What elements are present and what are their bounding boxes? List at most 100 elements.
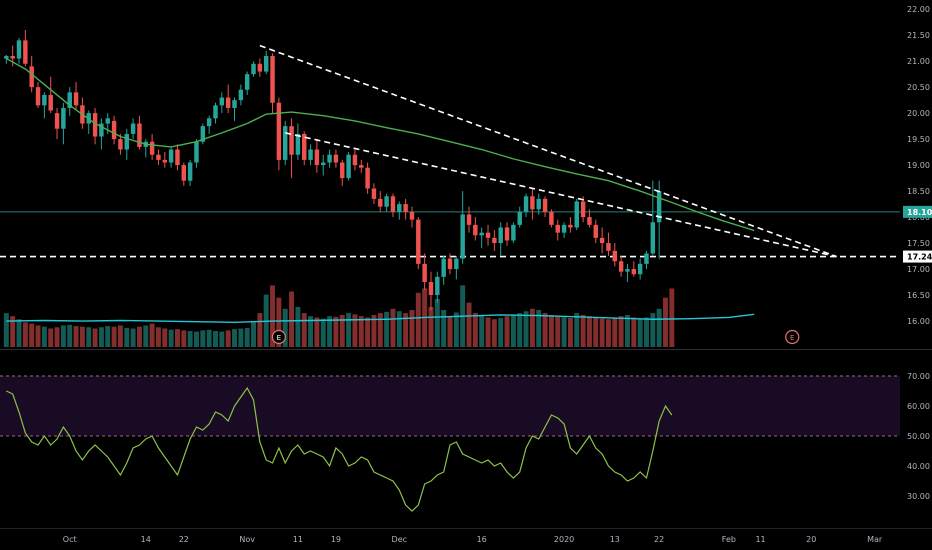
candle[interactable] bbox=[346, 152, 351, 181]
candle[interactable] bbox=[257, 58, 263, 77]
candle[interactable] bbox=[650, 180, 656, 257]
candle[interactable] bbox=[270, 53, 275, 114]
earnings-event-marker[interactable]: E bbox=[785, 329, 800, 345]
candle[interactable] bbox=[302, 131, 307, 166]
candle[interactable] bbox=[542, 196, 548, 218]
trendline[interactable] bbox=[259, 44, 837, 258]
candle[interactable] bbox=[422, 253, 427, 290]
candle[interactable] bbox=[618, 256, 624, 277]
candle[interactable] bbox=[365, 162, 370, 194]
price-pane[interactable] bbox=[0, 29, 900, 311]
candle[interactable] bbox=[238, 84, 244, 106]
candle[interactable] bbox=[340, 159, 345, 186]
candle[interactable] bbox=[644, 250, 649, 270]
candle[interactable] bbox=[308, 144, 313, 166]
candle[interactable] bbox=[327, 149, 332, 168]
candle[interactable] bbox=[523, 193, 529, 218]
candle[interactable] bbox=[282, 120, 288, 166]
candle[interactable] bbox=[118, 133, 123, 155]
candle[interactable] bbox=[416, 217, 421, 270]
candle[interactable] bbox=[460, 191, 465, 264]
candle[interactable] bbox=[219, 92, 225, 114]
candle[interactable] bbox=[251, 61, 256, 77]
candle[interactable] bbox=[549, 209, 554, 228]
candle[interactable] bbox=[656, 180, 662, 259]
candle[interactable] bbox=[555, 219, 560, 241]
candle[interactable] bbox=[314, 139, 320, 173]
candle[interactable] bbox=[99, 118, 104, 150]
candle[interactable] bbox=[61, 102, 66, 145]
candle[interactable] bbox=[428, 271, 434, 311]
candle[interactable] bbox=[295, 123, 301, 160]
candle[interactable] bbox=[517, 206, 522, 228]
candle[interactable] bbox=[625, 263, 630, 283]
candle[interactable] bbox=[35, 81, 41, 108]
candle[interactable] bbox=[175, 144, 180, 171]
candle[interactable] bbox=[67, 87, 72, 116]
candle[interactable] bbox=[48, 76, 53, 114]
candle[interactable] bbox=[225, 84, 231, 114]
candle[interactable] bbox=[244, 71, 250, 95]
candle[interactable] bbox=[492, 230, 497, 251]
candle[interactable] bbox=[479, 227, 484, 249]
candle[interactable] bbox=[580, 196, 586, 223]
candle[interactable] bbox=[498, 222, 503, 257]
candle[interactable] bbox=[181, 162, 187, 186]
candle[interactable] bbox=[454, 256, 459, 280]
candle[interactable] bbox=[587, 209, 592, 228]
candle[interactable] bbox=[194, 139, 199, 168]
candle[interactable] bbox=[137, 115, 142, 150]
candle[interactable] bbox=[606, 232, 611, 257]
candle[interactable] bbox=[187, 159, 193, 186]
candle[interactable] bbox=[16, 37, 22, 64]
candle[interactable] bbox=[599, 227, 605, 254]
candle[interactable] bbox=[168, 146, 174, 168]
rsi-axis[interactable]: 70.00 60.00 50.00 40.00 30.00 bbox=[907, 372, 930, 501]
candle[interactable] bbox=[485, 224, 491, 246]
candle[interactable] bbox=[397, 201, 402, 220]
candle[interactable] bbox=[42, 92, 47, 119]
candle[interactable] bbox=[124, 128, 129, 160]
candle[interactable] bbox=[441, 256, 446, 285]
candle[interactable] bbox=[568, 217, 573, 233]
candle[interactable] bbox=[206, 115, 212, 134]
candle[interactable] bbox=[378, 191, 383, 212]
candle[interactable] bbox=[384, 193, 389, 212]
candle[interactable] bbox=[561, 222, 567, 238]
candle[interactable] bbox=[359, 159, 364, 173]
candle[interactable] bbox=[111, 115, 117, 145]
candle[interactable] bbox=[200, 123, 206, 145]
time-axis[interactable]: Oct 14 22 Nov 11 19 Dec 16 2020 13 22 Feb 11 20 Mar bbox=[0, 528, 932, 545]
candle[interactable] bbox=[352, 149, 358, 171]
candle[interactable] bbox=[574, 198, 579, 231]
candle[interactable] bbox=[409, 206, 415, 228]
candle[interactable] bbox=[289, 118, 294, 179]
candle[interactable] bbox=[156, 149, 161, 166]
candle[interactable] bbox=[593, 219, 598, 244]
candle[interactable] bbox=[403, 198, 408, 220]
candle[interactable] bbox=[466, 206, 472, 233]
candle[interactable] bbox=[333, 149, 339, 168]
candle[interactable] bbox=[511, 222, 516, 244]
candle[interactable] bbox=[73, 81, 79, 111]
candle[interactable] bbox=[631, 261, 637, 277]
candle[interactable] bbox=[276, 97, 282, 171]
candle[interactable] bbox=[149, 133, 155, 160]
candle[interactable] bbox=[23, 29, 28, 67]
candle[interactable] bbox=[530, 188, 535, 220]
trendline[interactable] bbox=[285, 132, 837, 258]
candle[interactable] bbox=[130, 118, 136, 140]
candle[interactable] bbox=[92, 107, 98, 145]
candle[interactable] bbox=[612, 243, 618, 267]
candle[interactable] bbox=[10, 45, 15, 67]
candle[interactable] bbox=[162, 152, 168, 168]
candle[interactable] bbox=[390, 193, 396, 218]
candle[interactable] bbox=[232, 97, 237, 121]
candle[interactable] bbox=[435, 271, 440, 303]
candle[interactable] bbox=[637, 258, 643, 280]
earnings-event-marker[interactable]: E bbox=[271, 329, 286, 345]
candle[interactable] bbox=[536, 193, 541, 215]
candle[interactable] bbox=[447, 253, 453, 275]
